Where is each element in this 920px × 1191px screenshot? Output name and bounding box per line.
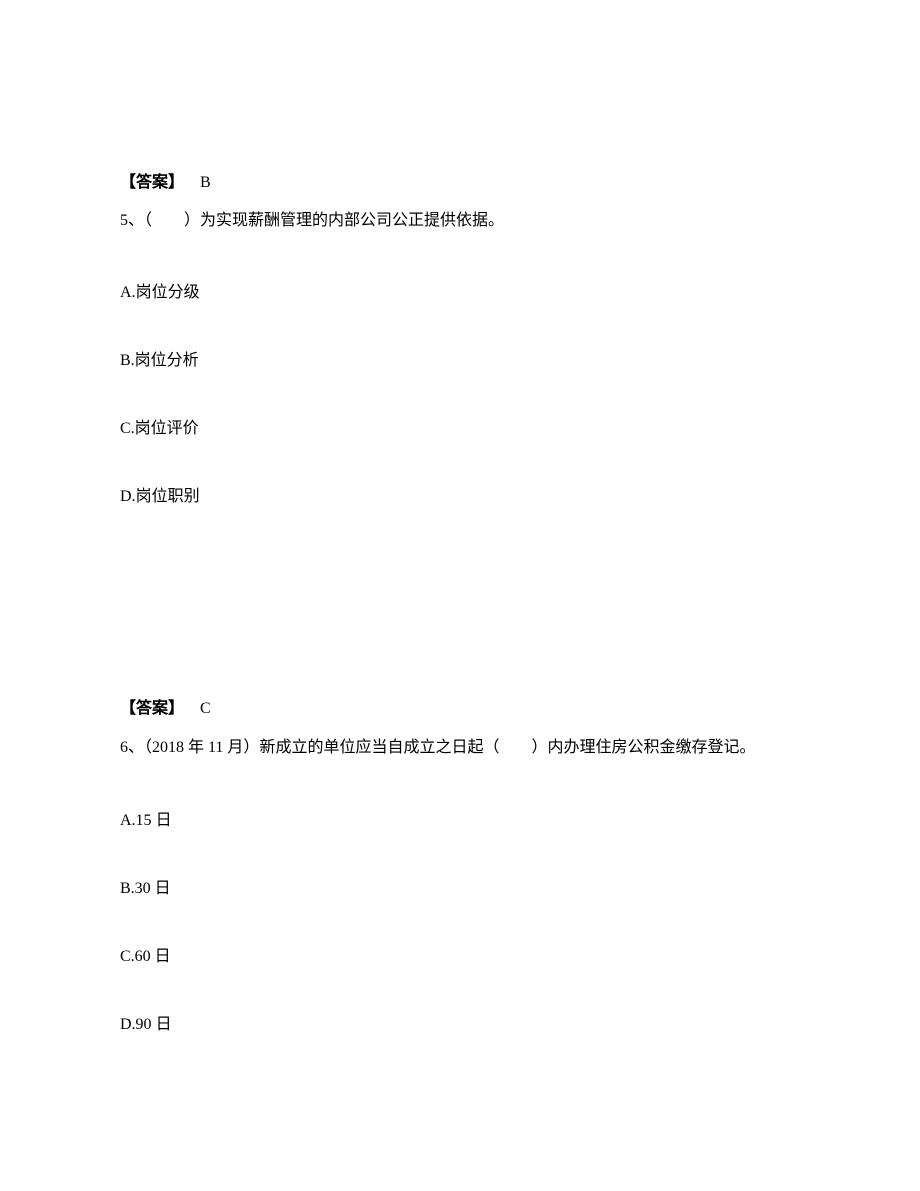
option-prefix: A. [120,284,136,301]
option-text: 日 [152,1016,172,1033]
option-prefix: A.15 [120,812,152,829]
question-text: 新成立的单位应当自成立之日起（ ）内办理住房公积金缴存登记。 [259,739,755,756]
option-text: 岗位分析 [135,352,199,369]
option-prefix: B. [120,352,135,369]
option-d: D.90 日 [120,1010,800,1034]
option-a: A.岗位分级 [120,278,800,302]
option-text: 岗位职别 [136,488,200,505]
question-text: （ ）为实现薪酬管理的内部公司公正提供依据。 [144,212,504,229]
answer-row-6: 【答案】 C [120,694,800,718]
question-5: 5、（ ）为实现薪酬管理的内部公司公正提供依据。 [120,208,800,234]
answer-label: 【答案】 [120,700,184,717]
option-prefix: D. [120,488,136,505]
answer-label: 【答案】 [120,174,184,191]
question-prefix: （2018 年 11 月） [144,739,259,756]
option-prefix: B.30 [120,880,151,897]
option-b: B.岗位分析 [120,346,800,370]
option-c: C.60 日 [120,942,800,966]
option-text: 日 [151,880,171,897]
question-number: 6、 [120,739,144,756]
question-number: 5、 [120,212,144,229]
option-text: 岗位评价 [135,420,199,437]
option-prefix: C. [120,420,135,437]
question-6: 6、（2018 年 11 月）新成立的单位应当自成立之日起（ ）内办理住房公积金… [120,734,800,763]
question-block-5: 【答案】 B 5、（ ）为实现薪酬管理的内部公司公正提供依据。 A.岗位分级 B… [120,168,800,506]
option-d: D.岗位职别 [120,482,800,506]
document-content: 【答案】 B 5、（ ）为实现薪酬管理的内部公司公正提供依据。 A.岗位分级 B… [120,168,800,1034]
option-prefix: D.90 [120,1016,152,1033]
option-text: 日 [152,812,172,829]
answer-value: B [200,174,211,191]
question-block-6: 【答案】 C 6、（2018 年 11 月）新成立的单位应当自成立之日起（ ）内… [120,694,800,1035]
answer-row-5: 【答案】 B [120,168,800,192]
option-b: B.30 日 [120,874,800,898]
answer-value: C [200,700,211,717]
option-c: C.岗位评价 [120,414,800,438]
option-text: 岗位分级 [136,284,200,301]
option-a: A.15 日 [120,806,800,830]
option-prefix: C.60 [120,948,151,965]
option-text: 日 [151,948,171,965]
